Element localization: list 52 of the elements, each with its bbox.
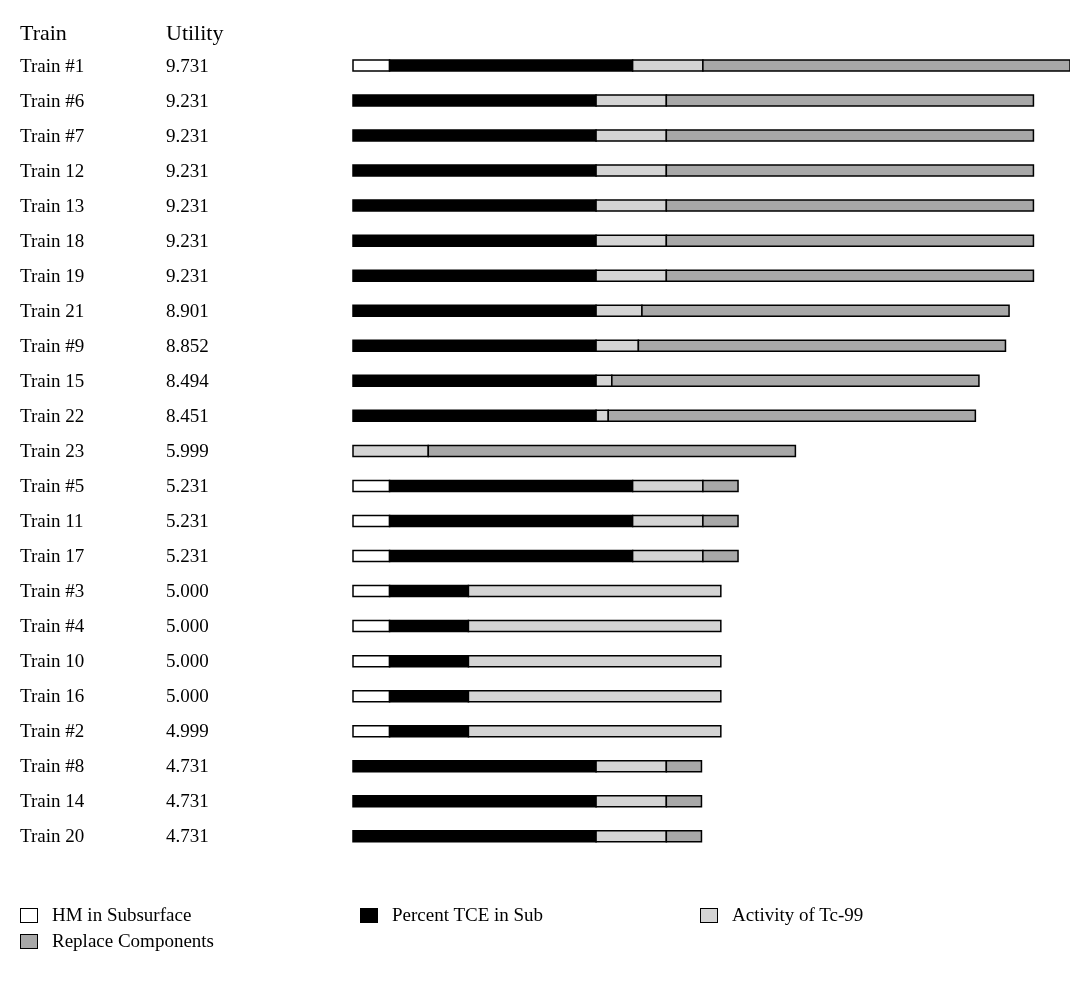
text: 5.231 xyxy=(166,545,209,567)
y-tick-label: Train 13 xyxy=(20,194,85,216)
y-tick-label: Train #3 xyxy=(20,580,85,602)
y-tick-label: Train #1 xyxy=(20,54,85,76)
legend-label: Percent TCE in Sub xyxy=(392,904,544,926)
text: 9.731 xyxy=(166,54,209,76)
y-tick-label: Train 10 xyxy=(20,650,85,672)
text: 4.999 xyxy=(166,720,209,742)
text: 9.231 xyxy=(166,124,209,146)
y-tick-label: Train 20 xyxy=(20,825,85,847)
text: 4.731 xyxy=(166,755,209,777)
y-tick-label: Train #9 xyxy=(20,334,85,356)
y-tick-label: Train 23 xyxy=(20,440,85,461)
text: 5.231 xyxy=(166,510,209,532)
legend-label: Activity of Tc-99 xyxy=(732,904,864,926)
y-tick-label: Train #2 xyxy=(20,720,85,742)
text: 5.000 xyxy=(166,580,209,602)
text: 5.000 xyxy=(166,615,209,637)
text: 9.231 xyxy=(166,89,209,111)
y-axis-title: Train xyxy=(20,20,67,46)
y-tick-label: Train 11 xyxy=(20,510,84,532)
text: 8.451 xyxy=(166,404,209,426)
y-tick-label: Train #4 xyxy=(20,615,85,637)
y-tick-label: Train 21 xyxy=(20,299,85,321)
text: 8.901 xyxy=(166,299,209,321)
text: 5.000 xyxy=(166,650,209,672)
legend-label: Replace Components xyxy=(52,930,214,952)
text: 9.231 xyxy=(166,159,209,181)
y-tick-label: Train #6 xyxy=(20,89,85,111)
text: 9.231 xyxy=(166,194,209,216)
y-tick-label: Train 15 xyxy=(20,369,85,391)
text: 8.852 xyxy=(166,334,209,356)
y-tick-label: Train 12 xyxy=(20,159,85,181)
text: 5.231 xyxy=(166,475,209,497)
text: 8.494 xyxy=(166,369,210,391)
y-tick-label: Train 14 xyxy=(20,790,85,812)
y-tick-label: Train #7 xyxy=(20,124,85,146)
y-tick-label: Train 22 xyxy=(20,404,85,426)
y-tick-label: Train 19 xyxy=(20,264,85,286)
y-tick-label: Train 16 xyxy=(20,685,85,707)
y-tick-label: Train 18 xyxy=(20,229,85,251)
text: 9.231 xyxy=(166,229,209,251)
text: 4.731 xyxy=(166,825,209,847)
text: 5.000 xyxy=(166,685,209,707)
y-tick-label: Train #8 xyxy=(20,755,85,777)
legend-label: HM in Subsurface xyxy=(52,904,192,926)
y-tick-label: Train #5 xyxy=(20,475,85,497)
text: Utility xyxy=(166,20,224,46)
text: 9.231 xyxy=(166,264,209,286)
text: 4.731 xyxy=(166,790,209,812)
y-tick-label: Train 17 xyxy=(20,545,85,567)
text: 5.999 xyxy=(166,440,209,461)
